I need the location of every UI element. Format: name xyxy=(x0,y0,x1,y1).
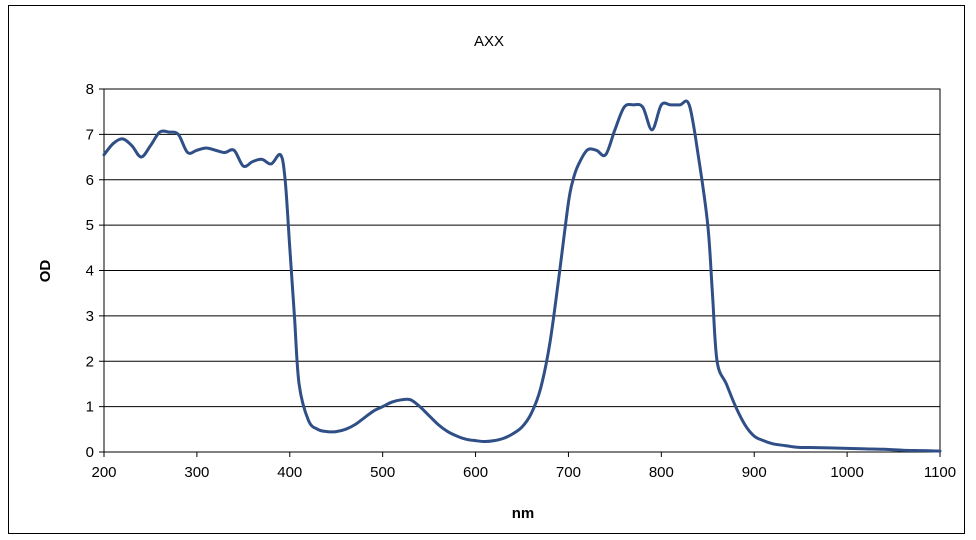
x-tick-label: 400 xyxy=(277,464,302,481)
y-tick-label: 4 xyxy=(86,263,94,280)
y-tick-label: 5 xyxy=(86,217,94,234)
x-tick-label: 700 xyxy=(556,464,581,481)
series-line-0 xyxy=(102,99,942,453)
gridlines xyxy=(104,88,940,408)
y-tick-label: 0 xyxy=(86,444,94,461)
x-tick-label: 200 xyxy=(91,464,116,481)
x-tick-label: 300 xyxy=(184,464,209,481)
y-tick-label: 7 xyxy=(86,126,94,143)
x-tick-label: 800 xyxy=(649,464,674,481)
chart-title: AXX xyxy=(474,33,504,50)
y-axis-label: OD xyxy=(37,260,54,283)
series-layer xyxy=(102,99,942,453)
y-tick-label: 1 xyxy=(86,399,94,416)
y-tick-label: 8 xyxy=(86,81,94,98)
x-tick-label: 1000 xyxy=(830,464,863,481)
x-tick-label: 900 xyxy=(742,464,767,481)
y-tick-label: 3 xyxy=(86,308,94,325)
y-tick-label: 6 xyxy=(86,172,94,189)
axes xyxy=(99,88,941,457)
x-axis-label: nm xyxy=(512,505,535,522)
x-tick-label: 600 xyxy=(463,464,488,481)
tick-labels: 0 1 2 3 4 5 6 7 8 200 300 400 500 600 700 800 900 1000 110… xyxy=(86,81,956,481)
x-tick-label: 1100 xyxy=(924,464,956,481)
y-tick-label: 2 xyxy=(86,353,94,370)
x-tick-label: 500 xyxy=(370,464,395,481)
chart-area-border xyxy=(8,5,965,534)
